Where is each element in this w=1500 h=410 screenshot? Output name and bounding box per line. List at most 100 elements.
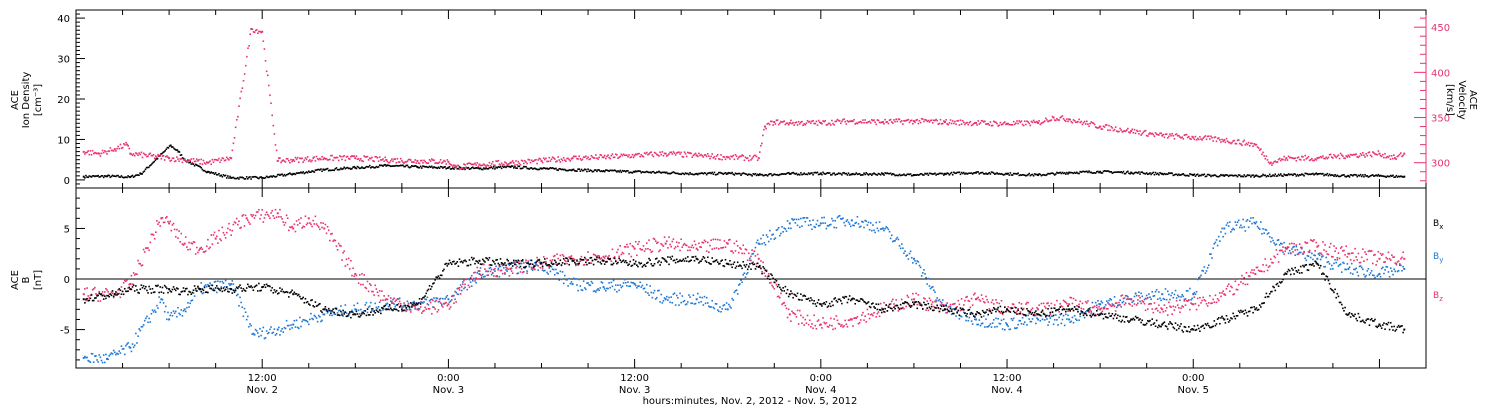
b-point: [403, 304, 405, 307]
density-point: [605, 169, 607, 171]
velocity-point: [413, 161, 415, 163]
b-point: [1325, 256, 1328, 259]
b-point: [1401, 256, 1403, 259]
density-point: [412, 165, 414, 168]
b-point: [691, 302, 694, 305]
density-point: [930, 173, 933, 175]
density-point: [99, 175, 102, 178]
b-point: [1137, 299, 1139, 301]
b-point: [1274, 244, 1277, 246]
b-point: [550, 265, 553, 268]
b-point: [1322, 241, 1324, 243]
velocity-point: [1094, 126, 1097, 128]
b-point: [1120, 306, 1122, 308]
density-point: [1159, 171, 1161, 174]
velocity-point: [373, 160, 375, 163]
b-point: [833, 318, 835, 320]
velocity-point: [141, 156, 144, 159]
b-point: [548, 267, 551, 269]
density-point: [176, 149, 179, 151]
velocity-point: [1028, 122, 1031, 125]
density-point: [554, 168, 556, 170]
b-point: [392, 302, 394, 304]
b-point: [483, 263, 485, 266]
density-point: [446, 167, 449, 170]
b-point: [325, 310, 328, 312]
b-point: [382, 299, 384, 301]
b-point: [1398, 263, 1401, 265]
b-point: [411, 302, 413, 305]
b-point: [1344, 254, 1346, 256]
b-point: [1347, 252, 1350, 255]
velocity-point: [570, 158, 573, 160]
b-point: [974, 318, 976, 321]
b-point: [396, 298, 399, 300]
b-point: [807, 224, 810, 227]
velocity-point: [316, 157, 319, 160]
velocity-point: [1193, 138, 1196, 141]
velocity-point: [576, 157, 578, 160]
b-point: [159, 225, 162, 227]
b-point: [1346, 263, 1349, 265]
velocity-point: [713, 155, 716, 158]
b-point: [1386, 266, 1389, 268]
b-point: [967, 299, 970, 302]
b-point: [1091, 306, 1094, 309]
b-point: [934, 291, 936, 293]
b-point: [616, 290, 618, 293]
density-point: [790, 173, 792, 175]
b-point: [1123, 297, 1126, 299]
density-point: [325, 168, 328, 170]
b-point: [436, 311, 439, 313]
density-point: [279, 174, 281, 177]
b-point: [1036, 317, 1038, 319]
density-point: [647, 171, 649, 173]
velocity-point: [631, 153, 634, 156]
density-point: [1152, 171, 1155, 174]
b-point: [762, 234, 764, 237]
b-point: [99, 356, 102, 359]
density-point: [570, 169, 573, 172]
b-point: [1193, 296, 1196, 298]
b-point: [469, 276, 472, 279]
b-point: [260, 334, 262, 337]
density-point: [316, 168, 319, 171]
b-point: [86, 356, 88, 359]
b-point: [802, 217, 804, 219]
b-point: [654, 240, 657, 242]
b-point: [99, 293, 102, 296]
density-point: [481, 168, 484, 171]
b-point: [430, 313, 433, 315]
b-point: [1068, 318, 1071, 321]
velocity-point: [1317, 156, 1320, 159]
velocity-point: [581, 158, 584, 161]
density-point: [442, 167, 444, 169]
velocity-point: [260, 31, 262, 34]
b-point: [334, 239, 337, 242]
density-point: [826, 171, 829, 174]
velocity-point: [1277, 158, 1280, 161]
b-point: [311, 225, 313, 228]
b-point: [143, 251, 146, 253]
b-point: [1376, 260, 1379, 263]
b-point: [342, 251, 344, 254]
velocity-point: [514, 164, 516, 166]
velocity-point: [1379, 154, 1382, 157]
density-point: [131, 174, 134, 177]
b-point: [1101, 310, 1104, 313]
velocity-point: [852, 120, 854, 123]
b-point: [620, 253, 623, 256]
velocity-point: [384, 156, 387, 159]
density-point: [509, 165, 512, 168]
density-point: [122, 176, 125, 179]
b-point: [1216, 244, 1219, 247]
b-point: [620, 286, 623, 289]
b-point: [408, 307, 411, 310]
b-point: [846, 219, 849, 221]
b-point: [1334, 258, 1336, 261]
density-point: [923, 174, 925, 176]
velocity-point: [1397, 154, 1400, 157]
b-point: [1150, 303, 1152, 305]
velocity-point: [1191, 135, 1193, 138]
b-point: [303, 225, 306, 228]
